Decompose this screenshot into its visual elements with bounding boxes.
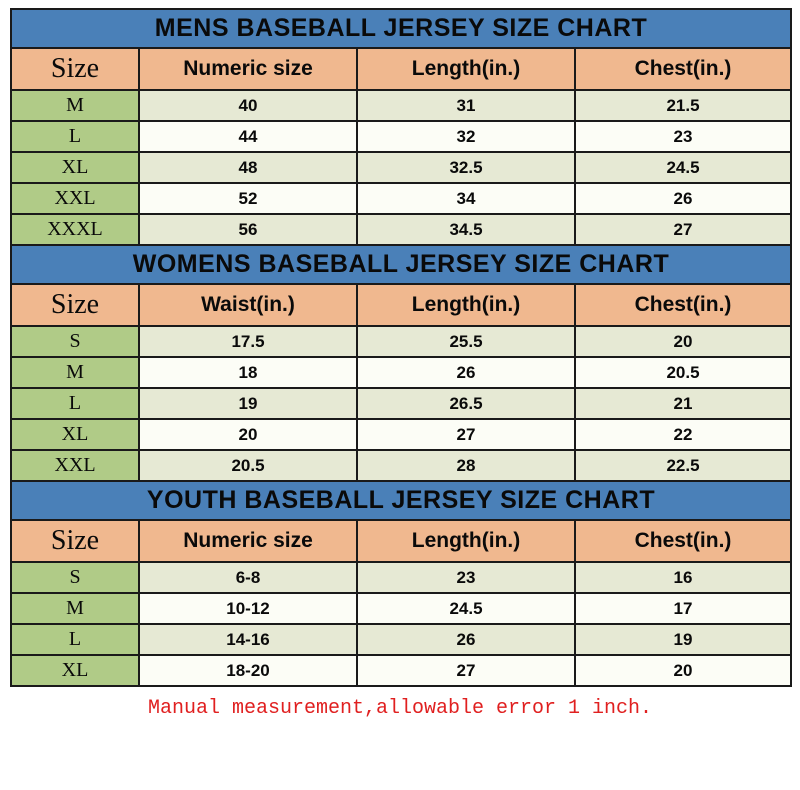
value-cell: 27 — [357, 419, 575, 450]
value-cell: 40 — [139, 90, 357, 121]
size-cell: XL — [11, 419, 139, 450]
value-cell: 31 — [357, 90, 575, 121]
column-header: Size — [11, 48, 139, 90]
value-cell: 10-12 — [139, 593, 357, 624]
value-cell: 18-20 — [139, 655, 357, 686]
size-cell: S — [11, 326, 139, 357]
value-cell: 23 — [357, 562, 575, 593]
table-row: L14-162619 — [11, 624, 791, 655]
column-header: Numeric size — [139, 48, 357, 90]
value-cell: 48 — [139, 152, 357, 183]
value-cell: 18 — [139, 357, 357, 388]
value-cell: 26 — [575, 183, 791, 214]
value-cell: 56 — [139, 214, 357, 245]
column-header: Waist(in.) — [139, 284, 357, 326]
value-cell: 24.5 — [575, 152, 791, 183]
value-cell: 17 — [575, 593, 791, 624]
size-cell: M — [11, 357, 139, 388]
size-chart-container: MENS BASEBALL JERSEY SIZE CHARTSizeNumer… — [10, 8, 790, 726]
table-row: M10-1224.517 — [11, 593, 791, 624]
size-cell: XL — [11, 152, 139, 183]
value-cell: 52 — [139, 183, 357, 214]
column-header: Size — [11, 284, 139, 326]
value-cell: 32 — [357, 121, 575, 152]
section-title: WOMENS BASEBALL JERSEY SIZE CHART — [11, 245, 791, 284]
value-cell: 22 — [575, 419, 791, 450]
size-cell: XXL — [11, 450, 139, 481]
value-cell: 34 — [357, 183, 575, 214]
table-row: L443223 — [11, 121, 791, 152]
column-header: Chest(in.) — [575, 520, 791, 562]
table-row: M403121.5 — [11, 90, 791, 121]
column-header: Length(in.) — [357, 520, 575, 562]
value-cell: 20 — [575, 326, 791, 357]
value-cell: 27 — [357, 655, 575, 686]
size-cell: M — [11, 90, 139, 121]
value-cell: 20 — [139, 419, 357, 450]
value-cell: 21.5 — [575, 90, 791, 121]
size-cell: XXXL — [11, 214, 139, 245]
value-cell: 44 — [139, 121, 357, 152]
table-row: S6-82316 — [11, 562, 791, 593]
value-cell: 19 — [139, 388, 357, 419]
value-cell: 28 — [357, 450, 575, 481]
value-cell: 27 — [575, 214, 791, 245]
table-row: XL18-202720 — [11, 655, 791, 686]
value-cell: 25.5 — [357, 326, 575, 357]
size-cell: M — [11, 593, 139, 624]
value-cell: 20.5 — [575, 357, 791, 388]
value-cell: 22.5 — [575, 450, 791, 481]
value-cell: 6-8 — [139, 562, 357, 593]
size-cell: S — [11, 562, 139, 593]
table-row: XXL523426 — [11, 183, 791, 214]
value-cell: 17.5 — [139, 326, 357, 357]
value-cell: 19 — [575, 624, 791, 655]
value-cell: 26 — [357, 624, 575, 655]
table-row: S17.525.520 — [11, 326, 791, 357]
value-cell: 34.5 — [357, 214, 575, 245]
size-chart-table: MENS BASEBALL JERSEY SIZE CHARTSizeNumer… — [10, 8, 792, 687]
column-header: Chest(in.) — [575, 284, 791, 326]
column-header: Length(in.) — [357, 48, 575, 90]
size-cell: L — [11, 388, 139, 419]
value-cell: 20.5 — [139, 450, 357, 481]
table-row: M182620.5 — [11, 357, 791, 388]
table-row: XXXL5634.527 — [11, 214, 791, 245]
column-header: Length(in.) — [357, 284, 575, 326]
table-row: XXL20.52822.5 — [11, 450, 791, 481]
value-cell: 23 — [575, 121, 791, 152]
size-cell: L — [11, 624, 139, 655]
table-row: L1926.521 — [11, 388, 791, 419]
value-cell: 16 — [575, 562, 791, 593]
size-cell: XXL — [11, 183, 139, 214]
footnote-text: Manual measurement,allowable error 1 inc… — [10, 687, 790, 726]
value-cell: 26 — [357, 357, 575, 388]
value-cell: 24.5 — [357, 593, 575, 624]
section-title: MENS BASEBALL JERSEY SIZE CHART — [11, 9, 791, 48]
value-cell: 14-16 — [139, 624, 357, 655]
size-cell: L — [11, 121, 139, 152]
table-row: XL4832.524.5 — [11, 152, 791, 183]
section-title: YOUTH BASEBALL JERSEY SIZE CHART — [11, 481, 791, 520]
value-cell: 20 — [575, 655, 791, 686]
column-header: Size — [11, 520, 139, 562]
value-cell: 26.5 — [357, 388, 575, 419]
column-header: Numeric size — [139, 520, 357, 562]
value-cell: 21 — [575, 388, 791, 419]
table-row: XL202722 — [11, 419, 791, 450]
value-cell: 32.5 — [357, 152, 575, 183]
size-cell: XL — [11, 655, 139, 686]
column-header: Chest(in.) — [575, 48, 791, 90]
